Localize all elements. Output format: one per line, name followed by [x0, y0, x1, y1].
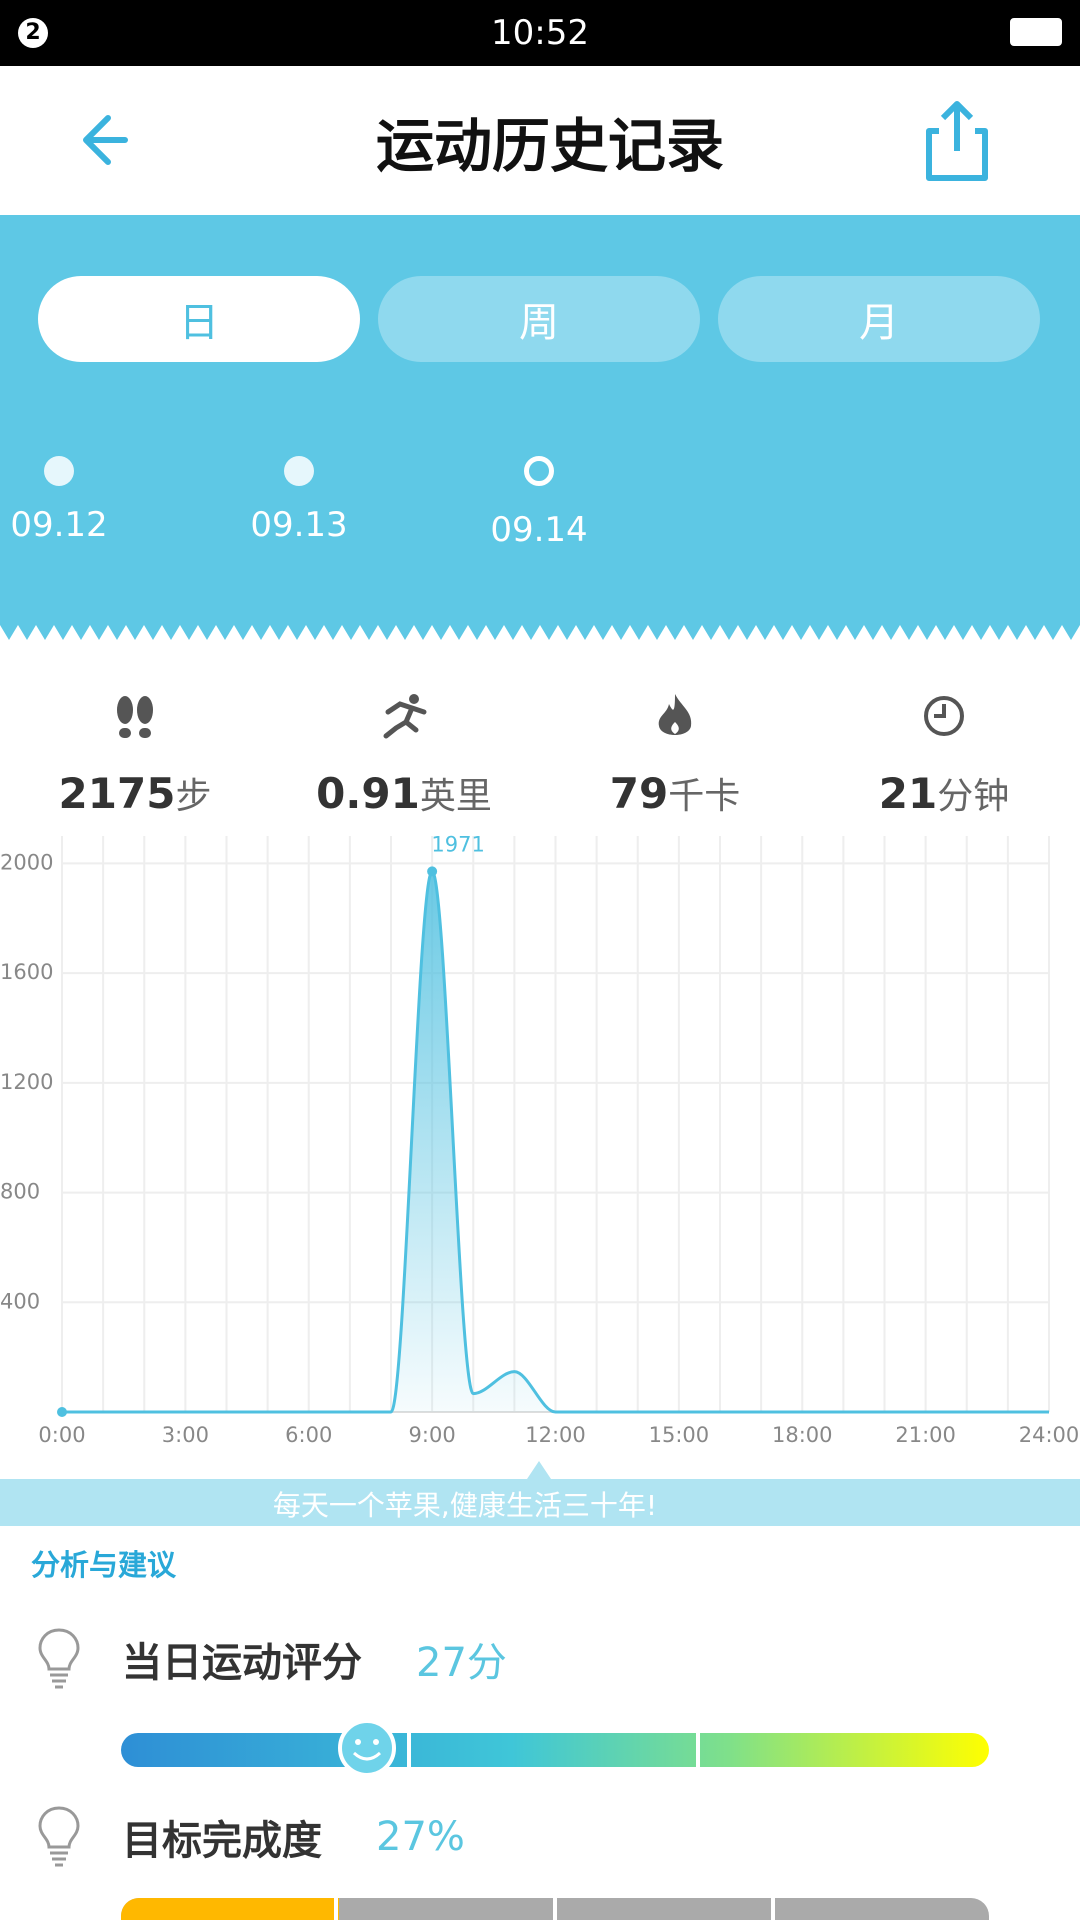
point: [427, 866, 438, 877]
banner-text: 每天一个苹果,健康生活三十年!: [272, 1489, 658, 1522]
bulb-icon: [38, 1628, 80, 1689]
stat: 0.91英里: [316, 767, 492, 819]
stat-icon: [924, 696, 964, 736]
x-tick-label: 0:00: [38, 1423, 85, 1447]
stat-icon: [383, 694, 427, 739]
y-tick-label: 2000: [0, 850, 53, 874]
stat: 2175步: [59, 767, 212, 819]
stat-value: 0.91: [316, 769, 420, 818]
tab[interactable]: [378, 276, 700, 362]
stat: 79千卡: [610, 767, 740, 819]
tab[interactable]: [38, 276, 360, 362]
x-tick-label: 12:00: [525, 1423, 586, 1447]
y-tick-label: 800: [0, 1180, 40, 1204]
stat-value: 21: [878, 769, 938, 818]
date-dot[interactable]: [284, 456, 314, 486]
banner-bg: [0, 1461, 1080, 1526]
app-header: 运动历史记录: [0, 66, 1080, 215]
item-label: 目标完成度: [122, 1818, 322, 1864]
x-tick-label: 9:00: [409, 1423, 456, 1447]
stat-unit: 步: [175, 776, 212, 817]
x-tick-label: 6:00: [285, 1423, 332, 1447]
tab-label: 周: [519, 300, 559, 346]
page-title: 运动历史记录: [375, 112, 725, 180]
line: [62, 869, 1049, 1414]
y-tick-label: 400: [0, 1289, 40, 1313]
battery: [1010, 18, 1062, 46]
share-button[interactable]: [917, 96, 997, 186]
score-bar: [121, 1719, 989, 1775]
tab-label: 月: [859, 300, 899, 346]
point: [57, 1407, 67, 1417]
stat-unit: 英里: [419, 776, 492, 817]
bulb-icon: [38, 1806, 80, 1867]
x-tick-label: 24:00: [1019, 1423, 1080, 1447]
goal-bar: [121, 1896, 989, 1920]
clock: 10:52: [491, 13, 589, 53]
item-value: 27分: [416, 1640, 507, 1686]
notification-count: 2: [18, 18, 48, 48]
item-label: 当日运动评分: [122, 1640, 362, 1686]
stat-icon: [658, 694, 692, 735]
stat-unit: 分钟: [937, 776, 1010, 817]
value-label: 1971: [431, 832, 484, 856]
date-label: 09.12: [10, 505, 108, 545]
steps-chart: 400 800 1200 1600 2000 0:00 3:00 6:00 9:00 12:00 1…: [0, 832, 1080, 1447]
date-label: 09.14: [490, 510, 588, 550]
tab[interactable]: [718, 276, 1040, 362]
x-tick-label: 21:00: [895, 1423, 956, 1447]
status-bar: 2 10:52: [0, 0, 1080, 66]
stat-value: 2175: [58, 769, 176, 818]
item-value: 27%: [376, 1814, 465, 1860]
y-tick-label: 1600: [0, 960, 53, 984]
section-title: 分析与建议: [31, 1548, 177, 1582]
stat-value: 79: [609, 769, 669, 818]
tab-label: 日: [179, 300, 219, 346]
date-dot[interactable]: [524, 456, 554, 486]
stat-unit: 千卡: [668, 776, 741, 817]
stat-icon: [117, 696, 153, 738]
x-tick-label: 15:00: [649, 1423, 710, 1447]
date-label: 09.13: [250, 505, 348, 545]
x-tick-label: 3:00: [162, 1423, 209, 1447]
x-tick-label: 18:00: [772, 1423, 833, 1447]
y-tick-label: 1200: [0, 1070, 53, 1094]
back-button[interactable]: [70, 100, 150, 180]
stat: 21分钟: [879, 767, 1009, 819]
date-dot[interactable]: [44, 456, 74, 486]
